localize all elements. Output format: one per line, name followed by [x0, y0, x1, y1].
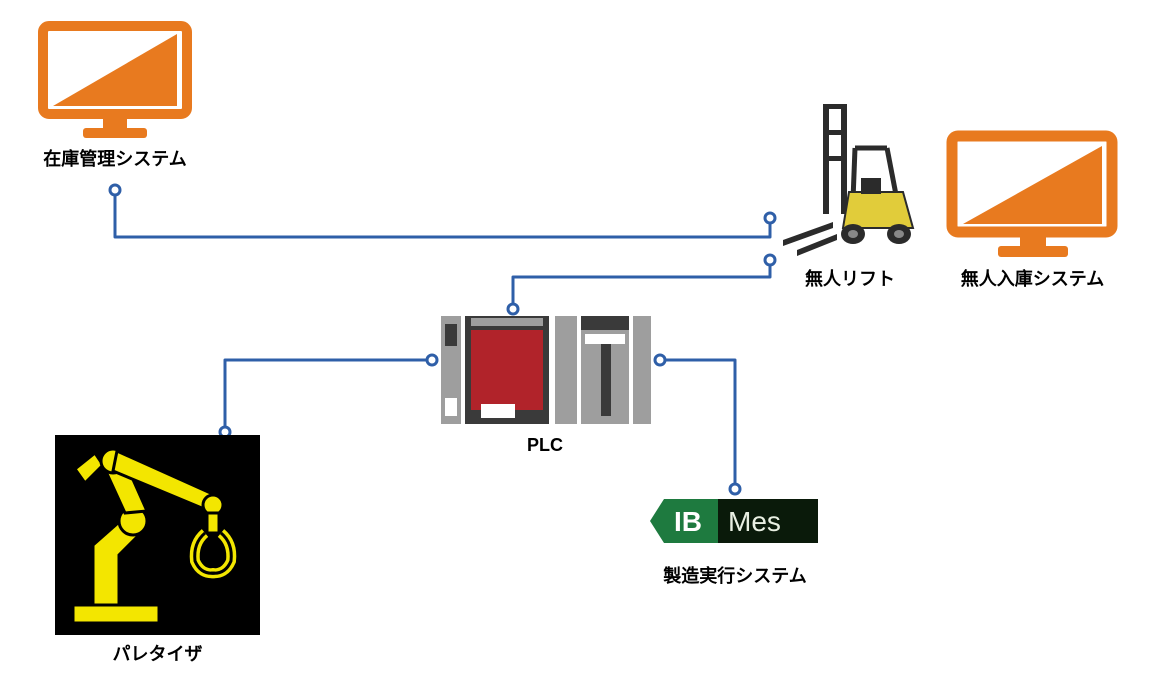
inventory-label: 在庫管理システム	[35, 145, 195, 171]
node-unmanned-in: 無人入庫システム	[940, 130, 1125, 291]
svg-text:Mes: Mes	[728, 506, 781, 537]
palletizer-label: パレタイザ	[55, 640, 260, 666]
ibmes-logo-icon: IB Mes	[650, 495, 820, 547]
monitor-icon	[940, 130, 1125, 260]
forklift-icon	[775, 100, 925, 260]
svg-text:IB: IB	[674, 506, 702, 537]
unmanned-in-label: 無人入庫システム	[940, 265, 1125, 291]
plc-label: PLC	[435, 435, 655, 456]
node-forklift: 無人リフト	[775, 100, 925, 291]
plc-icon	[435, 310, 655, 430]
node-mes: IB Mes 製造実行システム	[650, 495, 820, 588]
forklift-label: 無人リフト	[775, 265, 925, 291]
mes-label: 製造実行システム	[650, 562, 820, 588]
robot-arm-icon	[55, 435, 260, 635]
monitor-icon	[35, 20, 195, 140]
node-palletizer: パレタイザ	[55, 435, 260, 666]
node-inventory: 在庫管理システム	[35, 20, 195, 171]
diagram-stage: 在庫管理システム 無人リフト	[0, 0, 1156, 696]
node-plc: PLC	[435, 310, 655, 456]
